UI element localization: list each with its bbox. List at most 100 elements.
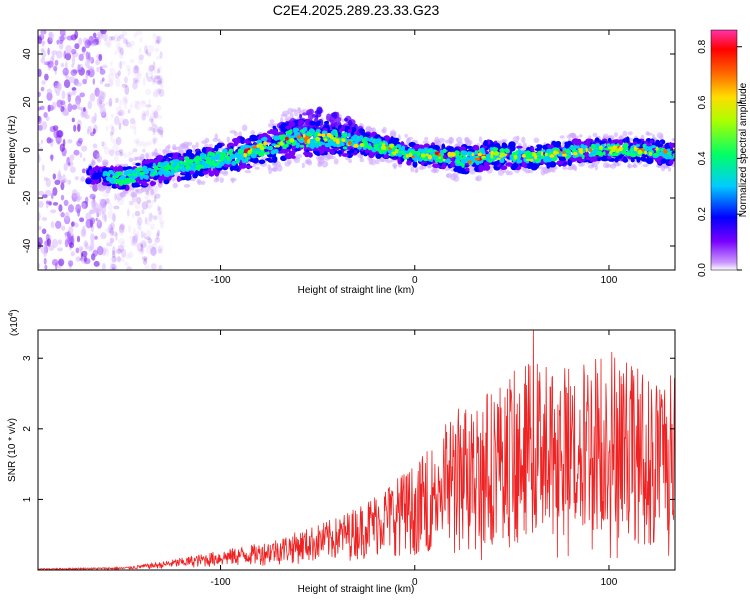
hot-spot: [644, 150, 648, 155]
noise-speckle: [159, 51, 163, 59]
noise-speckle: [157, 126, 164, 136]
noise-speckle: [118, 238, 125, 245]
halo-speckle: [521, 136, 526, 143]
noise-speckle: [84, 39, 91, 49]
noise-speckle: [157, 115, 163, 120]
spectrogram-x-axis-label: Height of straight line (km): [298, 285, 415, 296]
noise-speckle: [110, 36, 116, 41]
ridge-core-speckle: [211, 152, 215, 156]
noise-speckle: [45, 200, 52, 205]
noise-speckle: [142, 148, 146, 153]
noise-speckle: [121, 30, 128, 37]
ridge-core-speckle: [335, 132, 339, 138]
ridge-speckle: [126, 166, 133, 170]
noise-speckle: [153, 137, 156, 145]
noise-speckle: [99, 106, 106, 117]
noise-speckle: [117, 256, 121, 263]
noise-speckle: [79, 92, 85, 98]
ridge-speckle: [91, 176, 99, 180]
noise-speckle: [92, 78, 96, 85]
colorbar-tick-label: 0.2: [697, 207, 708, 221]
ridge-core-speckle: [159, 162, 167, 167]
halo-speckle: [547, 168, 554, 172]
hot-spot: [585, 147, 588, 153]
halo-speckle: [524, 169, 531, 174]
noise-speckle: [103, 248, 110, 257]
noise-speckle: [38, 143, 41, 147]
halo-speckle: [512, 136, 520, 143]
halo-speckle: [122, 190, 129, 195]
hot-spot: [330, 136, 334, 140]
halo-speckle: [201, 180, 206, 185]
halo-speckle: [272, 166, 279, 173]
noise-speckle: [52, 125, 59, 131]
noise-speckle: [59, 35, 65, 42]
hot-spot: [499, 152, 504, 155]
noise-speckle: [156, 80, 163, 86]
noise-speckle: [125, 253, 132, 260]
noise-speckle: [135, 230, 140, 238]
noise-speckle: [111, 250, 116, 259]
ridge-speckle: [567, 159, 573, 167]
hot-spot: [562, 150, 566, 154]
hot-spot: [425, 153, 430, 157]
noise-speckle: [40, 244, 47, 254]
noise-speckle: [134, 100, 141, 105]
ridge-speckle: [606, 155, 612, 160]
ridge-speckle: [612, 139, 620, 143]
ridge-speckle: [205, 147, 213, 153]
hot-spot: [589, 148, 592, 153]
halo-speckle: [242, 124, 248, 132]
hot-spot: [302, 133, 306, 138]
noise-speckle: [148, 98, 151, 108]
noise-speckle: [69, 154, 75, 161]
noise-speckle: [132, 81, 138, 90]
hot-spot: [663, 148, 667, 153]
x-tick-label: 100: [601, 577, 618, 588]
hot-spot: [442, 158, 446, 162]
noise-speckle: [138, 222, 142, 231]
ridge-core-speckle: [112, 175, 116, 179]
noise-speckle: [142, 259, 148, 265]
noise-speckle: [108, 202, 113, 212]
noise-speckle: [87, 125, 92, 133]
ridge-core-speckle: [614, 153, 619, 157]
ridge-core-speckle: [663, 153, 669, 158]
halo-speckle: [370, 158, 377, 166]
ridge-core-speckle: [229, 154, 236, 160]
noise-speckle: [140, 101, 147, 107]
noise-speckle: [134, 210, 141, 217]
noise-speckle: [51, 238, 59, 248]
noise-speckle: [104, 228, 111, 233]
bump-speckle: [307, 112, 314, 120]
halo-speckle: [381, 128, 385, 133]
ridge-core-speckle: [195, 155, 201, 161]
ridge-core-speckle: [397, 152, 403, 157]
noise-speckle: [155, 89, 163, 95]
ridge-core-speckle: [305, 144, 309, 148]
hot-spot: [335, 138, 340, 141]
ridge-speckle: [358, 130, 364, 134]
noise-speckle: [132, 70, 136, 75]
halo-speckle: [562, 166, 568, 170]
noise-speckle: [129, 125, 136, 130]
noise-speckle: [107, 73, 115, 83]
ridge-speckle: [245, 165, 253, 169]
noise-speckle: [76, 197, 81, 203]
ridge-speckle: [179, 176, 187, 181]
noise-speckle: [154, 193, 161, 199]
noise-speckle: [95, 59, 100, 66]
ridge-speckle: [317, 120, 321, 124]
ridge-speckle: [596, 157, 601, 162]
ridge-speckle: [304, 118, 310, 123]
hot-spot: [490, 150, 494, 156]
noise-speckle: [69, 166, 76, 173]
halo-speckle: [233, 131, 238, 136]
noise-speckle: [156, 55, 160, 60]
halo-speckle: [319, 155, 325, 160]
noise-speckle: [159, 219, 165, 225]
noise-speckle: [151, 118, 154, 126]
hot-spot: [395, 148, 399, 154]
noise-speckle: [154, 184, 159, 189]
noise-speckle: [105, 246, 109, 253]
